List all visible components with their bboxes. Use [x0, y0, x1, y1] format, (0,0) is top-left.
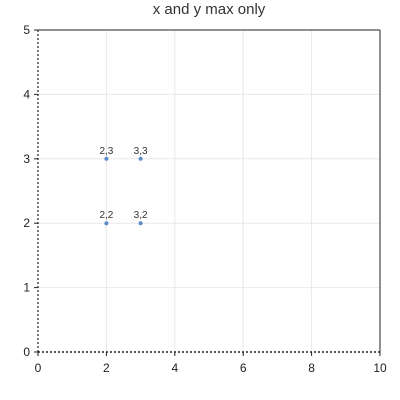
y-tick-label: 2 [23, 216, 30, 230]
x-tick-label: 6 [240, 361, 247, 375]
y-tick-label: 1 [23, 281, 30, 295]
y-tick-label: 0 [23, 345, 30, 359]
point-label: 2,2 [99, 210, 113, 221]
plot-frame [37, 29, 381, 353]
axis-ticks: 0 2 4 6 8 10 0 1 2 3 4 5 [23, 23, 387, 375]
x-tick-label: 4 [171, 361, 178, 375]
y-tick-label: 4 [23, 87, 30, 101]
point-label: 3,3 [134, 146, 148, 157]
chart-title: x and y max only [153, 1, 266, 18]
y-tick-label: 5 [23, 23, 30, 37]
scatter-point [104, 156, 109, 161]
point-label: 3,2 [134, 210, 148, 221]
scatter-point [138, 221, 143, 226]
data-points: 2,3 3,3 2,2 3,2 [99, 146, 148, 226]
scatter-point [104, 221, 109, 226]
point-label: 2,3 [99, 146, 113, 157]
x-tick-label: 2 [103, 361, 110, 375]
scatter-point [138, 156, 143, 161]
x-tick-label: 8 [308, 361, 315, 375]
x-tick-label: 10 [373, 361, 387, 375]
x-tick-label: 0 [35, 361, 42, 375]
grid-lines [38, 30, 380, 352]
y-tick-label: 3 [23, 152, 30, 166]
